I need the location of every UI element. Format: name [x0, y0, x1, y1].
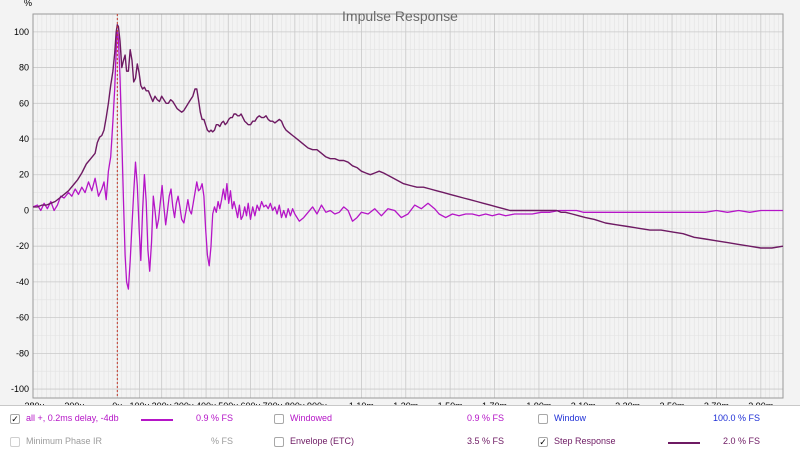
checkbox[interactable]: ✓ [10, 414, 20, 424]
x-tick-label: 900u [307, 401, 327, 405]
legend-row-1: ✓ all +, 0.2ms delay, -4db 0.9 % FS Wind… [0, 409, 800, 431]
y-unit-label: % [24, 0, 32, 8]
legend-item-minimum-phase[interactable]: Minimum Phase IR % FS [8, 432, 268, 454]
legend-item-windowed[interactable]: Windowed 0.9 % FS [272, 409, 524, 431]
legend-row-2: Minimum Phase IR % FS Envelope (ETC) 3.5… [0, 432, 800, 454]
x-tick-label: 700u [263, 401, 283, 405]
y-tick-label: -20 [16, 241, 29, 251]
legend-value-all-plus: 0.9 % FS [195, 413, 233, 423]
chart-title: Impulse Response [342, 8, 458, 24]
checkbox[interactable] [538, 414, 548, 424]
y-tick-label: -40 [16, 277, 29, 287]
y-tick-label: -80 [16, 348, 29, 358]
legend-swatch-step-response [668, 442, 700, 444]
x-tick-label: 2.70m [704, 401, 729, 405]
x-tick-label: 2.30m [615, 401, 640, 405]
checkbox[interactable] [274, 414, 284, 424]
x-tick-label: 2.10m [571, 401, 596, 405]
x-tick-label: -380u [21, 401, 44, 405]
checkbox[interactable]: ✓ [538, 437, 548, 447]
legend-value-windowed: 0.9 % FS [466, 413, 504, 423]
y-tick-label: 100 [14, 27, 29, 37]
legend-label-step-response: Step Response [554, 436, 616, 446]
x-tick-label: -200u [61, 401, 84, 405]
x-tick-label: 1.30m [393, 401, 418, 405]
x-tick-label: 800u [285, 401, 305, 405]
impulse-response-chart[interactable]: 100 80 60 40 20 0 -20 -40 -60 -80 -100 -380u -200u 0u… [0, 0, 800, 405]
legend-value-step-response: 2.0 % FS [722, 436, 760, 446]
legend-value-window: 100.0 % FS [712, 413, 760, 423]
legend-value-envelope: 3.5 % FS [466, 436, 504, 446]
x-tick-label: 1.70m [482, 401, 507, 405]
y-tick-label: 0 [24, 205, 29, 215]
series-line-all-plus [32, 31, 783, 290]
x-tick-label: 2.90m [748, 401, 773, 405]
x-tick-label: 300u [174, 401, 194, 405]
x-tick-label: 1.50m [438, 401, 463, 405]
y-tick-label: 60 [19, 98, 29, 108]
x-tick-label: 1.90m [526, 401, 551, 405]
legend-item-envelope[interactable]: Envelope (ETC) 3.5 % FS [272, 432, 524, 454]
y-tick-label: 20 [19, 170, 29, 180]
x-tick-label: 0u [112, 401, 122, 405]
x-tick-label: 1.10m [349, 401, 374, 405]
legend-label-all-plus: all +, 0.2ms delay, -4db [26, 413, 119, 423]
y-tick-label: -60 [16, 313, 29, 323]
y-tick-label: 40 [19, 134, 29, 144]
legend-swatch-all-plus [141, 419, 173, 421]
series-line-step-response [33, 24, 784, 249]
legend-item-step-response[interactable]: ✓ Step Response 2.0 % FS [536, 432, 776, 454]
legend-value-minimum-phase: % FS [210, 436, 233, 446]
x-tick-label: 2.50m [660, 401, 685, 405]
legend-label-window: Window [554, 413, 587, 423]
plot-frame [32, 13, 784, 399]
x-tick-label: 500u [218, 401, 238, 405]
y-tick-label: -100 [11, 384, 29, 394]
legend-item-window[interactable]: Window 100.0 % FS [536, 409, 776, 431]
plot-canvas[interactable]: 100 80 60 40 20 0 -20 -40 -60 -80 -100 -380u -200u 0u… [0, 0, 800, 405]
legend-label-windowed: Windowed [290, 413, 333, 423]
y-tick-label: 80 [19, 63, 29, 73]
legend-panel: ✓ all +, 0.2ms delay, -4db 0.9 % FS Wind… [0, 405, 800, 456]
x-tick-label: 200u [152, 401, 172, 405]
checkbox[interactable] [274, 437, 284, 447]
plot-area [33, 14, 783, 398]
legend-label-minimum-phase: Minimum Phase IR [26, 436, 103, 446]
legend-item-all-plus[interactable]: ✓ all +, 0.2ms delay, -4db 0.9 % FS [8, 409, 268, 431]
legend-label-envelope: Envelope (ETC) [290, 436, 355, 446]
x-tick-label: 100u [129, 401, 149, 405]
x-tick-label: 400u [196, 401, 216, 405]
checkbox[interactable] [10, 437, 20, 447]
x-tick-label: 600u [240, 401, 260, 405]
